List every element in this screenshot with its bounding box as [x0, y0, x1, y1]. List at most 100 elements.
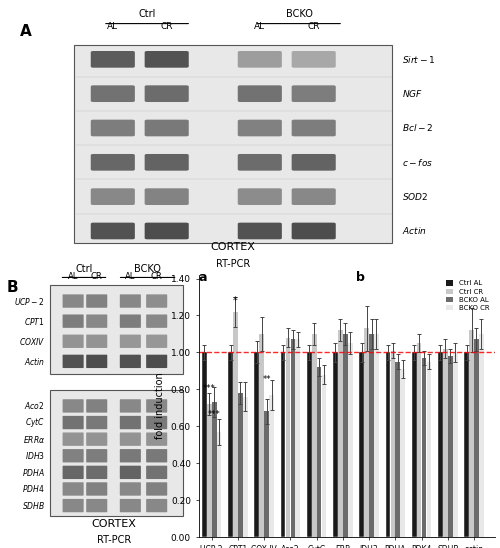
- FancyBboxPatch shape: [144, 51, 189, 68]
- FancyBboxPatch shape: [91, 189, 135, 205]
- Bar: [443, 349, 448, 537]
- Bar: [400, 369, 405, 537]
- FancyBboxPatch shape: [292, 51, 336, 68]
- FancyBboxPatch shape: [146, 399, 167, 413]
- Bar: [207, 404, 212, 537]
- FancyBboxPatch shape: [86, 432, 108, 446]
- Bar: [360, 352, 364, 537]
- Text: Ctrl: Ctrl: [76, 264, 92, 273]
- Text: $\it{SOD2}$: $\it{SOD2}$: [402, 191, 428, 202]
- Bar: [233, 312, 238, 537]
- Text: ***: ***: [203, 384, 215, 393]
- Text: $\it{PDH4}$: $\it{PDH4}$: [22, 483, 45, 494]
- Bar: [296, 339, 300, 537]
- FancyBboxPatch shape: [146, 355, 167, 368]
- Text: AL: AL: [68, 272, 78, 281]
- Text: *: *: [233, 296, 238, 306]
- FancyBboxPatch shape: [86, 499, 108, 512]
- FancyBboxPatch shape: [144, 85, 189, 102]
- FancyBboxPatch shape: [144, 154, 189, 170]
- FancyBboxPatch shape: [86, 399, 108, 413]
- Text: RT-PCR: RT-PCR: [216, 259, 250, 269]
- FancyBboxPatch shape: [62, 466, 84, 479]
- Bar: [479, 334, 484, 537]
- Text: $\it{SDHB}$: $\it{SDHB}$: [22, 500, 45, 511]
- Bar: [438, 352, 442, 537]
- Bar: [243, 397, 248, 537]
- FancyBboxPatch shape: [120, 449, 141, 463]
- Text: a: a: [198, 271, 207, 284]
- Bar: [290, 339, 295, 537]
- FancyBboxPatch shape: [146, 432, 167, 446]
- FancyBboxPatch shape: [50, 390, 183, 516]
- FancyBboxPatch shape: [62, 499, 84, 512]
- FancyBboxPatch shape: [86, 416, 108, 429]
- Bar: [369, 334, 374, 537]
- FancyBboxPatch shape: [120, 315, 141, 328]
- Bar: [412, 352, 416, 537]
- Text: AL: AL: [254, 22, 266, 31]
- Text: $\it{NGF}$: $\it{NGF}$: [402, 88, 423, 99]
- FancyBboxPatch shape: [62, 432, 84, 446]
- FancyBboxPatch shape: [62, 335, 84, 348]
- Bar: [228, 352, 233, 537]
- FancyBboxPatch shape: [120, 399, 141, 413]
- Bar: [448, 356, 452, 537]
- Bar: [417, 343, 422, 537]
- FancyBboxPatch shape: [91, 222, 135, 239]
- Bar: [212, 402, 216, 537]
- Bar: [217, 432, 222, 537]
- FancyBboxPatch shape: [146, 315, 167, 328]
- FancyBboxPatch shape: [62, 449, 84, 463]
- FancyBboxPatch shape: [144, 189, 189, 205]
- Text: $\it{Aco2}$: $\it{Aco2}$: [24, 401, 45, 412]
- FancyBboxPatch shape: [62, 399, 84, 413]
- FancyBboxPatch shape: [120, 499, 141, 512]
- FancyBboxPatch shape: [144, 222, 189, 239]
- FancyBboxPatch shape: [91, 85, 135, 102]
- Legend: Ctrl AL, Ctrl CR, BCKO AL, BCKO CR: Ctrl AL, Ctrl CR, BCKO AL, BCKO CR: [444, 278, 492, 313]
- FancyBboxPatch shape: [86, 482, 108, 495]
- Text: CR: CR: [308, 22, 320, 31]
- Text: CORTEX: CORTEX: [92, 519, 136, 529]
- FancyBboxPatch shape: [91, 51, 135, 68]
- FancyBboxPatch shape: [62, 416, 84, 429]
- FancyBboxPatch shape: [292, 222, 336, 239]
- FancyBboxPatch shape: [86, 449, 108, 463]
- Bar: [343, 334, 347, 537]
- Bar: [338, 330, 342, 537]
- FancyBboxPatch shape: [120, 466, 141, 479]
- Bar: [333, 352, 338, 537]
- FancyBboxPatch shape: [292, 189, 336, 205]
- Bar: [286, 338, 290, 537]
- Text: $\it{c-fos}$: $\it{c-fos}$: [402, 157, 433, 168]
- Bar: [317, 367, 322, 537]
- FancyBboxPatch shape: [62, 315, 84, 328]
- FancyBboxPatch shape: [86, 315, 108, 328]
- Bar: [426, 362, 432, 537]
- Text: CR: CR: [91, 272, 102, 281]
- Bar: [238, 393, 242, 537]
- Text: **: **: [262, 375, 271, 384]
- Bar: [386, 352, 390, 537]
- Bar: [364, 328, 369, 537]
- FancyBboxPatch shape: [120, 482, 141, 495]
- FancyBboxPatch shape: [292, 154, 336, 170]
- Bar: [474, 339, 479, 537]
- Text: CR: CR: [160, 22, 173, 31]
- Text: $\it{ERR α}$: $\it{ERR α}$: [22, 433, 45, 444]
- FancyBboxPatch shape: [86, 294, 108, 308]
- FancyBboxPatch shape: [62, 482, 84, 495]
- FancyBboxPatch shape: [120, 294, 141, 308]
- Text: $\it{UCP-2}$: $\it{UCP-2}$: [14, 295, 45, 306]
- FancyBboxPatch shape: [146, 466, 167, 479]
- Bar: [453, 352, 458, 537]
- Text: AL: AL: [125, 272, 136, 281]
- FancyBboxPatch shape: [146, 335, 167, 348]
- FancyBboxPatch shape: [146, 416, 167, 429]
- FancyBboxPatch shape: [146, 294, 167, 308]
- Bar: [312, 334, 316, 537]
- Bar: [307, 352, 312, 537]
- Bar: [280, 352, 285, 537]
- Bar: [202, 352, 206, 537]
